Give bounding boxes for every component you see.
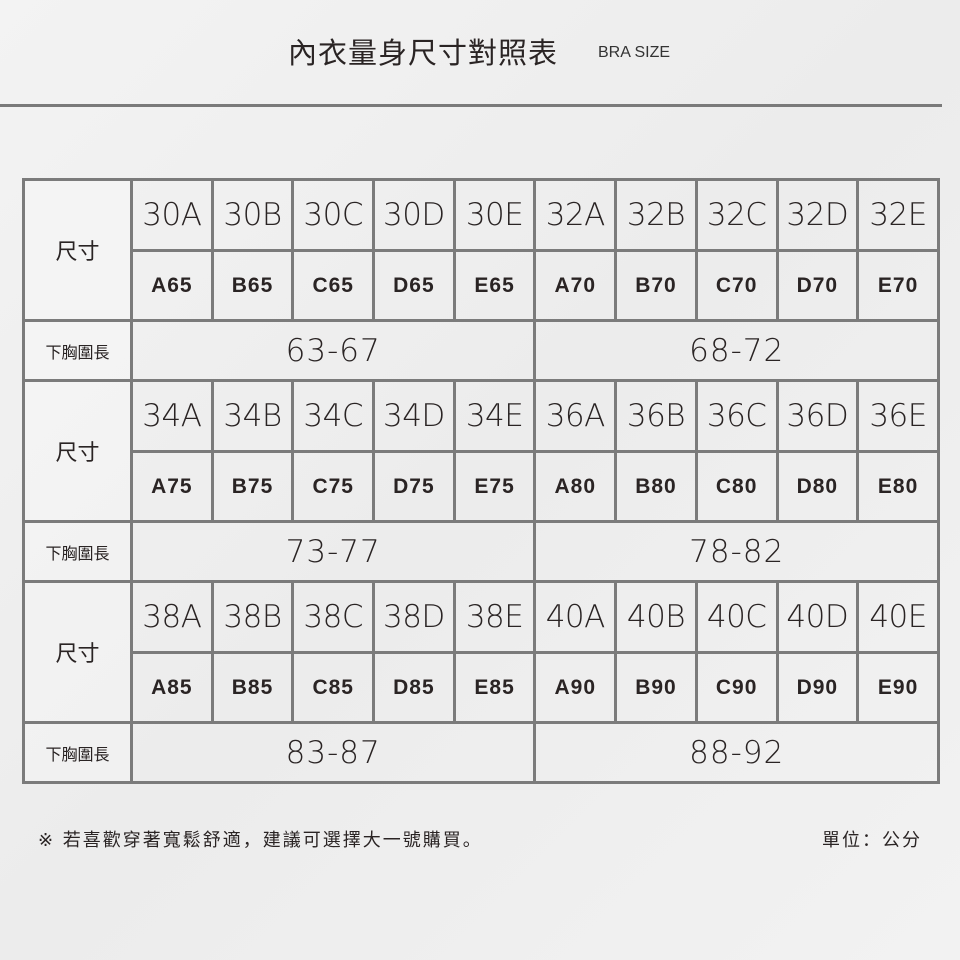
us-size-cell: 30A — [130, 178, 214, 252]
us-size-cell: 38D — [372, 580, 456, 654]
us-size-cell: 30D — [372, 178, 456, 252]
eu-size-cell: C90 — [694, 651, 779, 724]
eu-size-cell: C85 — [291, 651, 376, 724]
us-size-cell: 30E — [452, 178, 537, 252]
us-size-cell: 36D — [775, 379, 860, 453]
size-label: 尺寸 — [22, 379, 133, 523]
unit-label: 單位：公分 — [822, 830, 922, 851]
eu-size-cell: B65 — [210, 249, 295, 322]
us-size-cell: 40D — [775, 580, 860, 654]
us-size-row: 尺寸 34A 34B 34C 34D 34E 36A 36B 36C 36D 36E — [22, 379, 940, 523]
eu-size-cell: D80 — [775, 450, 860, 523]
us-size-cell: 34A — [130, 379, 214, 453]
us-size-cell: 32D — [775, 178, 860, 252]
us-size-cell: 38A — [130, 580, 214, 654]
us-size-cell: 38B — [210, 580, 295, 654]
us-size-row: 尺寸 38A 38B 38C 38D 38E 40A 40B 40C 40D 40E — [22, 580, 940, 724]
underbust-range: 88-92 — [533, 721, 940, 784]
us-size-cell: 36B — [614, 379, 698, 453]
underbust-label: 下胸圍長 — [22, 721, 133, 784]
us-size-cell: 32A — [533, 178, 618, 252]
eu-size-cell: E85 — [452, 651, 537, 724]
eu-size-cell: C75 — [291, 450, 376, 523]
us-size-cell: 36C — [694, 379, 779, 453]
us-size-cell: 34C — [291, 379, 376, 453]
underbust-range: 63-67 — [129, 319, 537, 382]
us-size-cell: 30C — [291, 178, 376, 252]
us-size-row: 尺寸 30A 30B 30C 30D 30E 32A 32B 32C 32D 32E — [22, 178, 940, 322]
eu-size-cell: A80 — [533, 450, 618, 523]
underbust-row: 下胸圍長 83-87 88-92 — [22, 721, 940, 784]
page-title: 內衣量身尺寸對照表 — [288, 36, 559, 70]
eu-size-cell: A85 — [130, 651, 214, 724]
underbust-range: 83-87 — [129, 721, 537, 784]
underbust-range: 78-82 — [533, 520, 940, 583]
eu-size-cell: D70 — [775, 249, 860, 322]
eu-size-cell: D90 — [775, 651, 860, 724]
us-size-cell: 40A — [533, 580, 618, 654]
eu-size-cell: C70 — [694, 249, 779, 322]
underbust-range: 73-77 — [129, 520, 537, 583]
eu-size-cell: B75 — [210, 450, 295, 523]
eu-size-cell: B85 — [210, 651, 295, 724]
eu-size-cell: C65 — [291, 249, 376, 322]
eu-size-row: A85 B85 C85 D85 E85 A90 B90 C90 D90 E90 — [24, 651, 940, 724]
us-size-cell: 36A — [533, 379, 618, 453]
eu-size-cell: E75 — [452, 450, 537, 523]
us-size-cell: 34D — [372, 379, 456, 453]
eu-size-cell: C80 — [694, 450, 779, 523]
eu-size-cell: A70 — [533, 249, 618, 322]
us-size-cell: 32E — [856, 178, 940, 252]
eu-size-row: A75 B75 C75 D75 E75 A80 B80 C80 D80 E80 — [24, 450, 940, 523]
us-size-cell: 40E — [856, 580, 940, 654]
us-size-cell: 38C — [291, 580, 376, 654]
underbust-label: 下胸圍長 — [22, 319, 133, 382]
us-size-cell: 30B — [210, 178, 295, 252]
footer-note: ※ 若喜歡穿著寬鬆舒適，建議可選擇大一號購買。 — [38, 830, 483, 851]
eu-size-cell: A90 — [533, 651, 618, 724]
eu-size-cell: A65 — [130, 249, 214, 322]
us-size-cell: 38E — [452, 580, 537, 654]
us-size-cell: 34B — [210, 379, 295, 453]
eu-size-cell: D85 — [372, 651, 456, 724]
eu-size-row: A65 B65 C65 D65 E65 A70 B70 C70 D70 E70 — [24, 249, 940, 322]
us-size-cell: 40B — [614, 580, 698, 654]
eu-size-cell: D65 — [372, 249, 456, 322]
eu-size-cell: E80 — [856, 450, 940, 523]
bra-size-table: 尺寸 30A 30B 30C 30D 30E 32A 32B 32C 32D 32E A65 B65 C6… — [22, 178, 940, 784]
size-label: 尺寸 — [22, 580, 133, 724]
underbust-row: 下胸圍長 63-67 68-72 — [22, 319, 940, 382]
eu-size-cell: D75 — [372, 450, 456, 523]
eu-size-cell: E90 — [856, 651, 940, 724]
eu-size-cell: B70 — [614, 249, 698, 322]
eu-size-cell: B80 — [614, 450, 698, 523]
us-size-cell: 32B — [614, 178, 698, 252]
size-label: 尺寸 — [22, 178, 133, 322]
eu-size-cell: E65 — [452, 249, 537, 322]
eu-size-cell: B90 — [614, 651, 698, 724]
eu-size-cell: A75 — [130, 450, 214, 523]
us-size-cell: 32C — [694, 178, 779, 252]
page-subtitle: BRA SIZE — [598, 44, 671, 61]
divider — [0, 104, 942, 107]
underbust-row: 下胸圍長 73-77 78-82 — [22, 520, 940, 583]
underbust-label: 下胸圍長 — [22, 520, 133, 583]
us-size-cell: 36E — [856, 379, 940, 453]
us-size-cell: 40C — [694, 580, 779, 654]
us-size-cell: 34E — [452, 379, 537, 453]
underbust-range: 68-72 — [533, 319, 940, 382]
eu-size-cell: E70 — [856, 249, 940, 322]
